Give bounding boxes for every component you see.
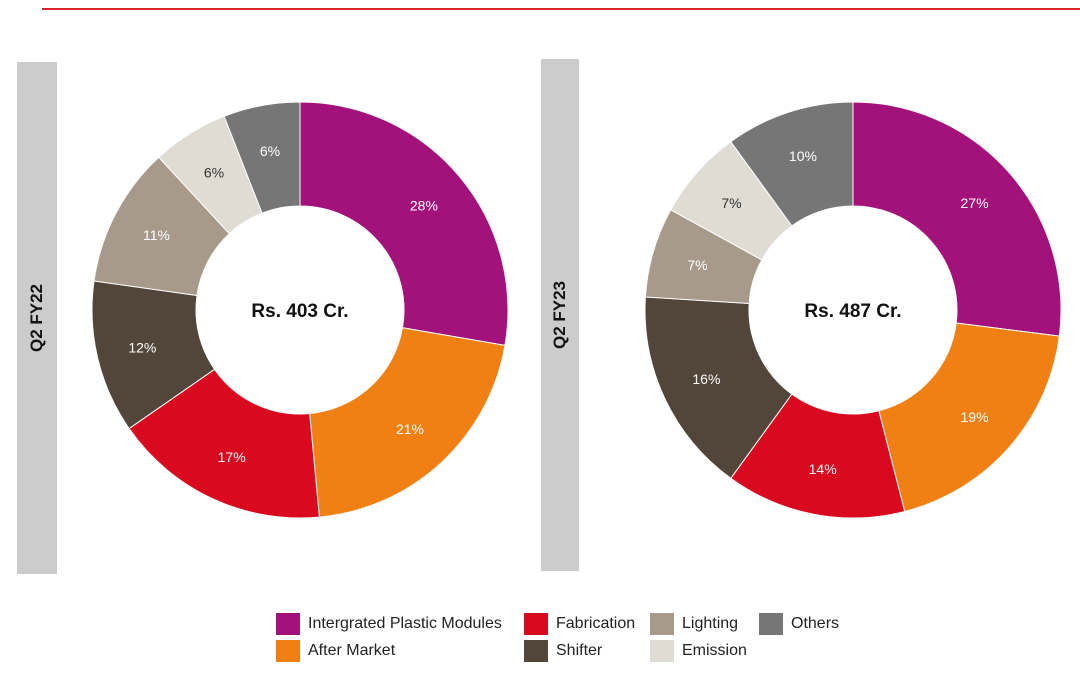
slice-label-after-market: 19% — [961, 409, 989, 425]
legend-swatch — [650, 640, 674, 662]
legend-item-fabrication: Fabrication — [524, 612, 635, 636]
legend-item-others: Others — [759, 612, 839, 636]
slice-fabrication — [128, 368, 320, 519]
slice-label-shifter: 16% — [692, 371, 720, 387]
chart-legend: Intergrated Plastic Modules Fabrication … — [276, 612, 876, 672]
slice-label-intergrated-plastic-modules: 27% — [961, 195, 989, 211]
slice-label-emission: 6% — [204, 165, 224, 181]
legend-label: Others — [791, 615, 840, 632]
legend-swatch — [524, 613, 548, 635]
top-divider-rule — [42, 8, 1080, 10]
period-bar-q2-fy23: Q2 FY23 — [541, 59, 579, 571]
legend-swatch — [759, 613, 783, 635]
legend-swatch — [276, 613, 300, 635]
slice-label-fabrication: 17% — [218, 449, 246, 465]
legend-label: Fabrication — [556, 615, 636, 632]
legend-label: Intergrated Plastic Modules — [308, 615, 502, 632]
slice-fabrication — [730, 393, 906, 519]
legend-label: Emission — [682, 642, 747, 659]
slice-after-market — [878, 322, 1060, 513]
donut-chart-q2-fy23: 27% 19% 14% 16% 7% 7% 10% Rs. 487 Cr. — [644, 101, 1062, 519]
legend-swatch — [650, 613, 674, 635]
legend-swatch — [276, 640, 300, 662]
slice-label-shifter: 12% — [128, 339, 156, 355]
legend-label: After Market — [308, 642, 396, 659]
legend-swatch — [524, 640, 548, 662]
period-bar-q2-fy22: Q2 FY22 — [17, 62, 57, 574]
slice-after-market — [309, 327, 506, 518]
slice-shifter — [644, 296, 793, 479]
legend-item-intergrated-plastic-modules: Intergrated Plastic Modules — [276, 612, 502, 636]
legend-item-after-market: After Market — [276, 639, 395, 663]
legend-item-lighting: Lighting — [650, 612, 738, 636]
legend-label: Shifter — [556, 642, 603, 659]
slice-label-lighting: 7% — [687, 257, 707, 273]
slice-others — [223, 101, 301, 214]
donut-chart-q2-fy22: 28% 21% 17% 12% 11% 6% 6% Rs. 403 Cr. — [91, 101, 509, 519]
slice-intergrated-plastic-modules — [852, 101, 1062, 337]
donut-center-total: Rs. 487 Cr. — [804, 301, 901, 322]
slice-others — [730, 101, 854, 227]
legend-label: Lighting — [682, 615, 739, 632]
slice-label-after-market: 21% — [396, 421, 424, 437]
slice-intergrated-plastic-modules — [299, 101, 509, 346]
slice-label-emission: 7% — [721, 195, 741, 211]
donut-center-total: Rs. 403 Cr. — [251, 301, 348, 322]
legend-item-shifter: Shifter — [524, 639, 602, 663]
slice-label-fabrication: 14% — [809, 461, 837, 477]
legend-item-emission: Emission — [650, 639, 747, 663]
slice-label-others: 6% — [260, 143, 280, 159]
slice-label-intergrated-plastic-modules: 28% — [410, 198, 438, 214]
slice-label-others: 10% — [789, 148, 817, 164]
slice-label-lighting: 11% — [143, 227, 170, 243]
